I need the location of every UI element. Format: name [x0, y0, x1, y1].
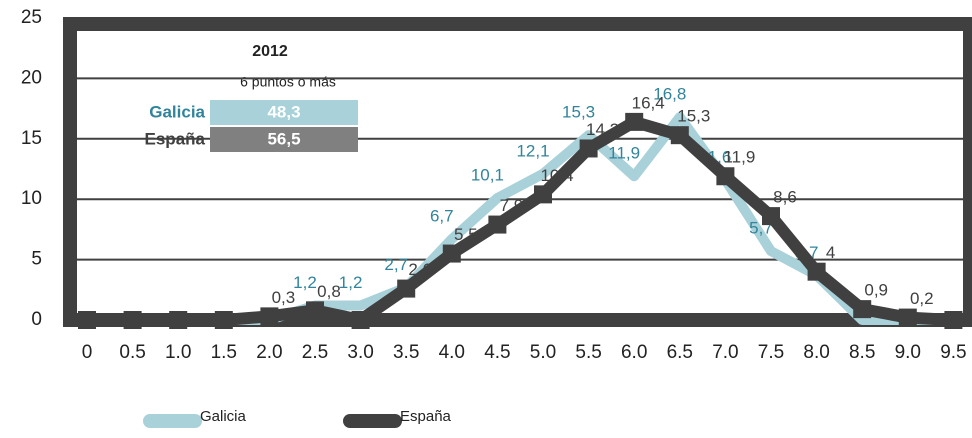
x-tick-label: 6.0 — [621, 342, 647, 363]
data-label: 5,5 — [454, 225, 478, 244]
data-label: 2,7 — [384, 255, 408, 274]
inset-row-name: España — [145, 129, 206, 148]
point-marker — [670, 126, 689, 145]
point-marker — [625, 112, 644, 131]
y-tick-label: 15 — [21, 128, 42, 149]
point-marker — [351, 311, 370, 329]
point-marker — [447, 235, 456, 244]
point-marker — [214, 311, 233, 329]
inset-title: 2012 — [252, 43, 288, 60]
data-label: 0,2 — [910, 289, 934, 308]
point-marker — [579, 139, 598, 158]
point-marker — [123, 311, 142, 329]
data-label: 0,3 — [272, 288, 296, 307]
data-label: 8,6 — [773, 188, 797, 207]
data-label: 16,8 — [653, 85, 686, 104]
y-tick-label: 5 — [31, 249, 42, 270]
point-marker — [356, 301, 365, 310]
x-tick-label: 8.5 — [849, 342, 875, 363]
x-tick-label: 5.0 — [530, 342, 556, 363]
point-marker — [169, 311, 188, 329]
x-tick-label: 3.5 — [393, 342, 419, 363]
data-label: 7,9 — [500, 196, 524, 215]
y-tick-label: 10 — [21, 188, 42, 209]
point-marker — [78, 311, 96, 329]
data-label: 6,7 — [430, 207, 454, 226]
point-marker — [762, 207, 780, 226]
x-tick-label: 7.0 — [712, 342, 738, 363]
data-label: 12,1 — [516, 141, 549, 160]
point-marker — [534, 185, 552, 204]
inset-row-bar — [210, 100, 358, 125]
x-tick-label: 0 — [82, 342, 93, 363]
y-tick-label: 25 — [21, 7, 42, 28]
legend-label: Galicia — [200, 408, 247, 425]
x-tick-label: 9.5 — [940, 342, 966, 363]
x-tick-label: 6.5 — [667, 342, 693, 363]
x-tick-label: 4.0 — [439, 342, 465, 363]
data-label: 4 — [826, 243, 835, 262]
x-tick-label: 2.5 — [302, 342, 328, 363]
data-label: 14,2 — [586, 120, 619, 139]
point-marker — [260, 307, 279, 326]
data-label: 11,9 — [723, 148, 755, 167]
data-label: 15,3 — [677, 107, 710, 126]
point-marker — [853, 300, 872, 319]
point-marker — [397, 279, 416, 298]
inset-row-bar — [210, 127, 358, 152]
y-tick-label: 0 — [31, 309, 42, 330]
x-tick-label: 9.0 — [895, 342, 921, 363]
point-marker — [584, 131, 593, 140]
data-label: 0,8 — [317, 282, 341, 301]
data-label: 16,4 — [632, 93, 665, 112]
x-tick-label: 3.0 — [347, 342, 373, 363]
data-label: 1,2 — [293, 273, 317, 292]
point-marker — [716, 167, 735, 186]
data-label: 11,9 — [608, 144, 640, 163]
point-marker — [898, 308, 917, 327]
point-marker — [539, 169, 547, 178]
x-tick-label: 4.5 — [484, 342, 510, 363]
data-label: 1,2 — [339, 273, 363, 292]
x-tick-label: 1.5 — [211, 342, 237, 363]
inset-subtitle: 6 puntos o más — [240, 74, 336, 90]
x-tick-label: 8.0 — [803, 342, 829, 363]
y-tick-label: 20 — [21, 67, 42, 88]
legend-label: España — [400, 408, 452, 425]
point-marker — [630, 172, 639, 181]
x-tick-label: 0.5 — [119, 342, 145, 363]
point-marker — [306, 301, 324, 320]
point-marker — [807, 262, 826, 281]
data-label: 0,9 — [864, 281, 888, 300]
point-marker — [767, 247, 775, 256]
x-tick-label: 2.0 — [256, 342, 282, 363]
data-label: 15,3 — [562, 103, 595, 122]
data-label: 2,6 — [408, 260, 432, 279]
inset-row-name: Galicia — [149, 102, 205, 121]
point-marker — [488, 215, 507, 234]
x-tick-label: 7.5 — [758, 342, 784, 363]
point-marker — [944, 311, 963, 329]
point-marker — [675, 113, 684, 122]
point-marker — [493, 193, 502, 202]
x-tick-label: 1.0 — [165, 342, 191, 363]
inset-row-value: 48,3 — [267, 102, 300, 121]
point-marker — [442, 244, 461, 263]
inset-row-value: 56,5 — [267, 129, 300, 148]
data-label: 10,4 — [540, 166, 573, 185]
x-tick-label: 5.5 — [575, 342, 601, 363]
data-label: 10,1 — [471, 165, 504, 184]
